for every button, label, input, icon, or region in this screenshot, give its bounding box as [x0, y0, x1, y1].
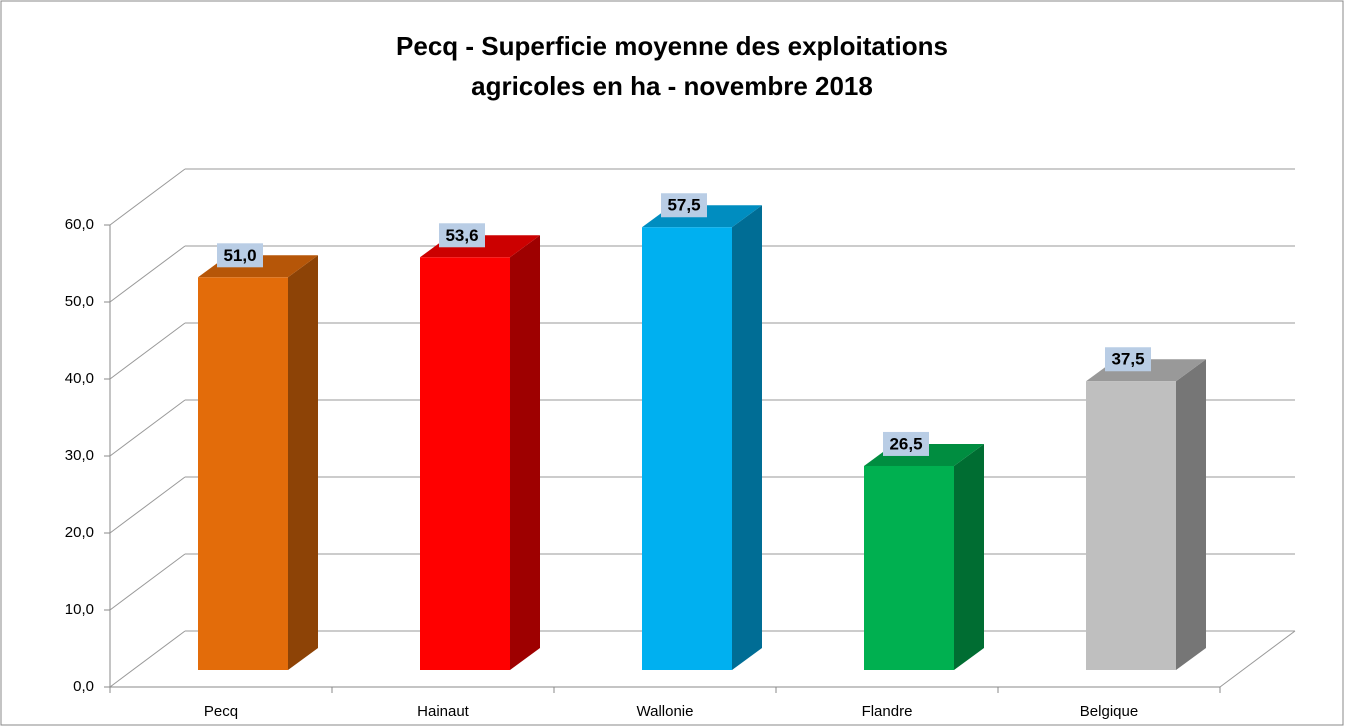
floor-edge	[1219, 630, 1296, 688]
value-label: 53,6	[445, 226, 478, 245]
y-tick-label: 10,0	[65, 601, 94, 618]
value-label: 37,5	[1111, 350, 1144, 369]
value-label: 26,5	[889, 434, 922, 453]
chart-title: Pecq - Superficie moyenne des exploitati…	[396, 31, 948, 61]
bar-side	[732, 205, 762, 670]
value-label-box	[1105, 347, 1151, 372]
bar	[420, 257, 510, 670]
value-label-box	[217, 243, 263, 268]
grid-line	[109, 399, 186, 457]
x-tick-label: Hainaut	[417, 703, 470, 720]
value-label-box	[661, 193, 707, 218]
bar	[1086, 381, 1176, 670]
x-tick-label: Pecq	[204, 703, 238, 720]
value-label-box	[439, 223, 485, 248]
y-tick-label: 20,0	[65, 524, 94, 541]
bar	[198, 277, 288, 670]
y-tick-label: 0,0	[73, 678, 94, 695]
bar	[642, 227, 732, 670]
grid-line	[109, 553, 186, 611]
grid-line	[109, 322, 186, 380]
x-tick-label: Flandre	[862, 703, 913, 720]
bar-side	[1176, 359, 1206, 670]
value-label-box	[883, 431, 929, 456]
grid-line	[109, 168, 186, 226]
grid-line	[109, 476, 186, 534]
x-tick-label: Wallonie	[637, 703, 694, 720]
bar-side	[288, 255, 318, 671]
y-tick-label: 30,0	[65, 447, 94, 464]
y-tick-label: 60,0	[65, 216, 94, 233]
grid-line	[109, 245, 186, 303]
bar-side	[510, 235, 540, 670]
bar	[864, 465, 954, 670]
y-tick-label: 40,0	[65, 370, 94, 387]
x-tick-label: Belgique	[1080, 703, 1138, 720]
y-tick-label: 50,0	[65, 293, 94, 310]
bar-side	[954, 443, 984, 670]
grid-line	[109, 630, 186, 688]
value-label: 57,5	[667, 196, 700, 215]
chart-title: agricoles en ha - novembre 2018	[471, 71, 873, 101]
value-label: 51,0	[223, 246, 256, 265]
